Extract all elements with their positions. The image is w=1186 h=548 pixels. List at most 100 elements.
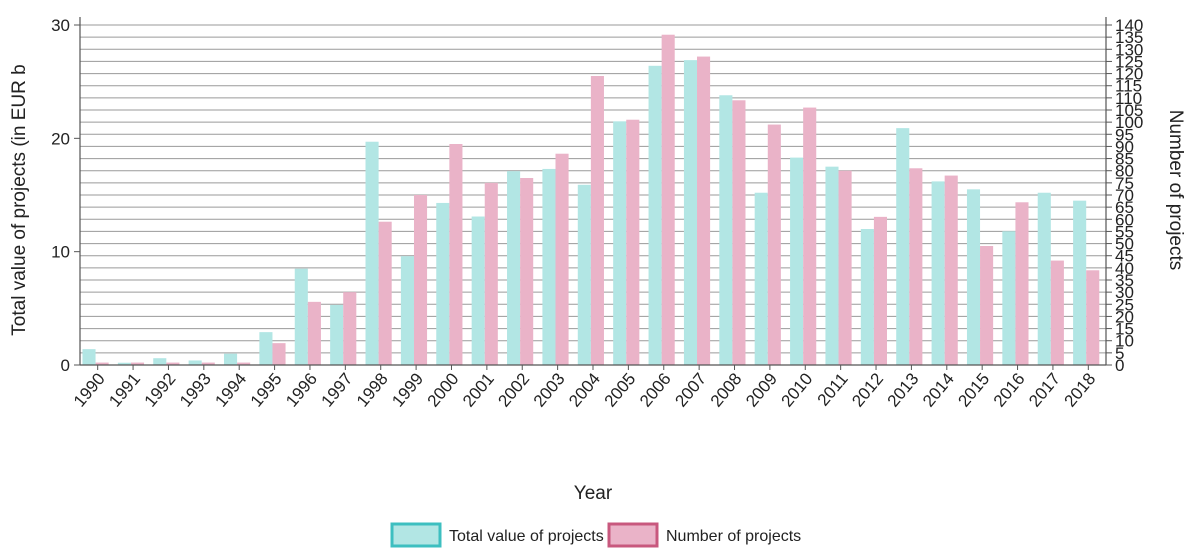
y2-tick-label: 55 (1115, 222, 1134, 241)
bar-number-projects-2007 (697, 56, 711, 365)
bar-number-projects-1995 (272, 343, 286, 365)
x-tick-label: 1995 (247, 369, 286, 410)
x-tick-label: 2006 (636, 369, 675, 410)
bar-total-value-1998 (365, 141, 379, 365)
bar-total-value-2014 (931, 181, 945, 365)
bar-total-value-2015 (966, 189, 981, 365)
x-tick-label: 2000 (424, 369, 463, 410)
x-tick-label: 2010 (777, 369, 816, 410)
bar-number-projects-2001 (484, 182, 498, 365)
x-tick-label: 2017 (1025, 369, 1064, 410)
x-tick-label: 1992 (141, 369, 180, 410)
x-tick-label: 1990 (70, 369, 109, 410)
x-tick-label: 1996 (282, 369, 321, 410)
bar-total-value-2017 (1037, 192, 1051, 365)
y2-tick-label: 70 (1115, 186, 1134, 205)
y2-tick-label: 50 (1115, 235, 1134, 254)
y2-tick-label: 80 (1115, 162, 1134, 181)
y2-tick-label: 125 (1115, 52, 1143, 71)
bar-number-projects-2011 (838, 170, 852, 365)
x-tick-label: 2012 (848, 369, 887, 410)
bar-number-projects-2010 (803, 107, 817, 366)
bar-total-value-2006 (648, 65, 662, 366)
bar-number-projects-2003 (555, 153, 569, 365)
x-tick-label: 2008 (707, 369, 746, 410)
bar-total-value-1999 (400, 256, 414, 365)
x-axis-title: Year (574, 483, 613, 504)
y2-tick-label: 40 (1115, 259, 1134, 278)
y2-tick-label: 90 (1115, 137, 1134, 156)
x-tick-label: 2007 (671, 369, 710, 410)
x-tick-label: 2015 (954, 369, 993, 410)
bar-number-projects-2000 (449, 144, 463, 365)
x-tick-label: 2005 (601, 369, 640, 410)
bar-number-projects-2009 (767, 124, 781, 365)
bar-total-value-2011 (825, 166, 839, 365)
bar-number-projects-1991 (130, 362, 145, 365)
y2-tick-label: 15 (1115, 320, 1134, 339)
bar-total-value-2007 (683, 60, 698, 366)
bar-total-value-1996 (294, 268, 308, 365)
bar-number-projects-2005 (626, 119, 640, 365)
bar-total-value-2012 (860, 229, 874, 365)
bars (82, 34, 1100, 366)
bar-total-value-1992 (153, 358, 167, 365)
x-axis-ticks: 1990199119921993199419951996199719981999… (70, 365, 1099, 411)
bar-total-value-2002 (507, 171, 521, 365)
bar-total-value-2005 (613, 121, 627, 365)
x-tick-label: 1994 (211, 369, 250, 410)
y2-tick-label: 75 (1115, 174, 1134, 193)
y2-tick-label: 135 (1115, 28, 1143, 47)
y2-axis-title: Number of projects (1165, 110, 1186, 271)
x-tick-label: 2016 (990, 369, 1029, 410)
bar-total-value-1995 (259, 332, 273, 365)
x-tick-label: 1993 (176, 369, 215, 410)
bar-total-value-2013 (896, 128, 910, 365)
bar-number-projects-2012 (873, 216, 888, 365)
y2-tick-label: 85 (1115, 150, 1134, 169)
bar-total-value-2003 (542, 168, 556, 365)
bar-number-projects-2017 (1050, 260, 1064, 365)
y2-tick-label: 45 (1115, 247, 1134, 266)
y2-tick-label: 0 (1115, 356, 1124, 375)
y2-tick-label: 30 (1115, 283, 1134, 302)
x-tick-label: 2002 (494, 369, 533, 410)
legend-label-number: Number of projects (666, 528, 801, 545)
bar-number-projects-1993 (201, 362, 215, 365)
bar-total-value-2016 (1002, 231, 1016, 365)
legend: Total value of projects Number of projec… (390, 522, 801, 548)
x-tick-label: 1998 (353, 369, 392, 410)
bar-number-projects-1999 (413, 195, 428, 365)
x-tick-label: 2009 (742, 369, 781, 410)
bar-number-projects-2014 (944, 175, 958, 365)
y2-tick-label: 105 (1115, 101, 1143, 120)
bar-total-value-2004 (577, 184, 591, 365)
bar-total-value-1990 (82, 349, 96, 365)
y-tick-label: 30 (51, 16, 70, 35)
bar-total-value-1991 (117, 362, 131, 365)
bar-total-value-1994 (223, 353, 238, 365)
x-tick-label: 2014 (919, 369, 958, 410)
bar-number-projects-1992 (166, 362, 180, 365)
x-tick-label: 2001 (459, 369, 498, 410)
bar-total-value-2018 (1073, 200, 1087, 365)
x-tick-label: 2018 (1061, 369, 1100, 410)
x-tick-label: 2003 (530, 369, 569, 410)
y2-tick-label: 115 (1115, 77, 1142, 96)
bar-total-value-2008 (719, 95, 733, 366)
y-tick-label: 0 (61, 356, 70, 375)
y-axis-title: Total value of projects (in EUR b (9, 64, 30, 335)
bar-number-projects-1994 (237, 362, 251, 365)
bar-number-projects-2006 (661, 34, 675, 365)
bar-number-projects-2013 (909, 168, 923, 365)
bar-total-value-2009 (754, 192, 768, 365)
legend-swatch-number (607, 522, 659, 548)
x-tick-label: 1999 (388, 369, 427, 410)
y2-tick-label: 120 (1115, 65, 1143, 84)
bar-total-value-1993 (188, 360, 202, 365)
y2-tick-label: 20 (1115, 307, 1134, 326)
bar-total-value-2000 (436, 202, 450, 365)
y2-tick-label: 60 (1115, 210, 1134, 229)
x-tick-label: 1997 (318, 369, 357, 410)
